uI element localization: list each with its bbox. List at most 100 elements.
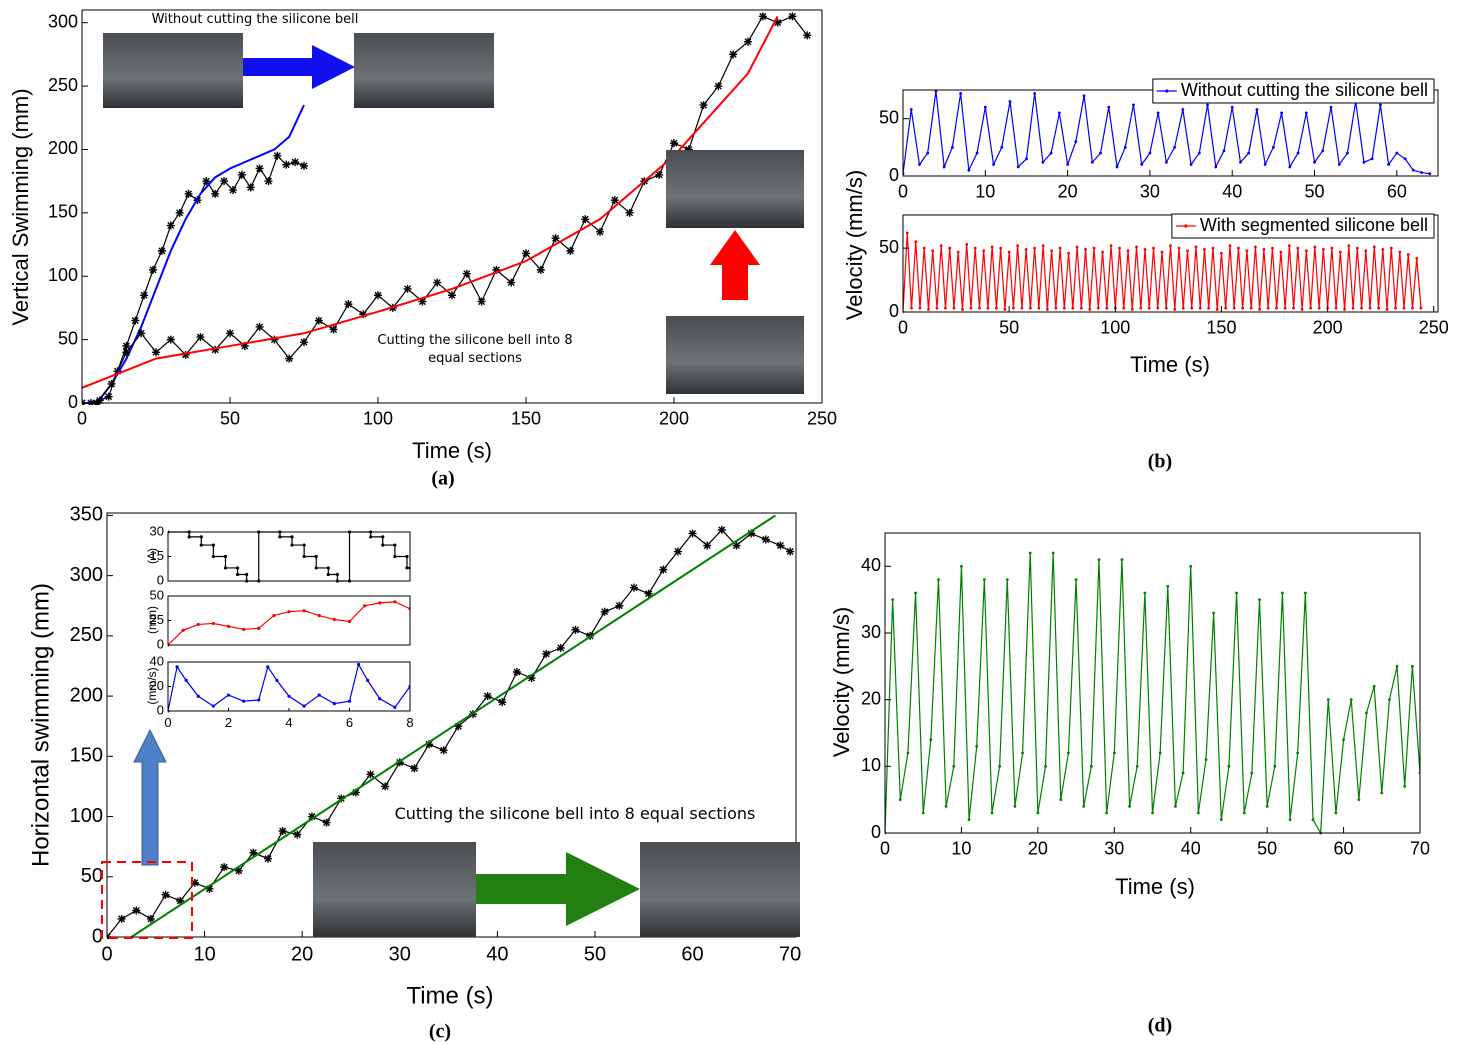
series-group — [107, 514, 795, 939]
dot-marker — [1190, 306, 1194, 310]
dot-marker — [1156, 111, 1160, 115]
x-tick-label: 70 — [1410, 838, 1430, 858]
star-marker — [220, 177, 229, 186]
dot-marker — [905, 231, 909, 235]
dot-marker — [1338, 250, 1342, 254]
dot-marker — [211, 543, 215, 547]
dot-marker — [1135, 764, 1139, 768]
dot-marker — [356, 662, 361, 667]
dot-marker — [1415, 256, 1419, 260]
dot-marker — [1387, 163, 1391, 166]
dot-marker — [1177, 246, 1181, 250]
star-marker — [803, 31, 812, 40]
dot-marker — [1097, 558, 1101, 562]
dot-marker — [1313, 245, 1317, 249]
star-marker — [264, 177, 273, 186]
dot-marker — [302, 543, 306, 547]
dot-marker — [1164, 160, 1168, 164]
y-axis-label: (A) — [145, 548, 159, 564]
dot-marker — [1007, 250, 1011, 254]
dot-marker — [1321, 248, 1325, 251]
dot-marker — [1403, 157, 1407, 161]
star-marker — [255, 164, 264, 173]
panel-caption: (c) — [429, 1021, 451, 1043]
dot-marker — [1033, 246, 1037, 250]
dot-marker — [1173, 145, 1177, 149]
y-tick-label: 300 — [48, 11, 78, 31]
y-tick-label: 10 — [861, 755, 881, 775]
plot: 0 50 100 150 200 250 0 50 Time (s) With segmented… — [879, 213, 1449, 377]
star-marker — [220, 863, 229, 872]
dot-marker — [910, 306, 913, 310]
dot-marker — [1283, 306, 1287, 310]
x-tick-label: 100 — [1100, 317, 1130, 337]
dot-marker — [290, 535, 294, 539]
dot-marker — [914, 591, 917, 595]
dot-marker — [918, 163, 921, 166]
star-marker — [122, 341, 131, 350]
star-marker — [747, 529, 756, 538]
series-line — [82, 15, 779, 389]
dot-marker — [1013, 804, 1017, 808]
star-marker — [104, 392, 113, 401]
dot-marker — [1123, 145, 1127, 149]
dot-marker — [1326, 698, 1330, 702]
x-tick-label: 30 — [1104, 838, 1124, 858]
dot-marker — [278, 535, 282, 539]
dot-marker — [1321, 149, 1325, 153]
star-marker — [202, 177, 211, 186]
dot-marker — [223, 554, 228, 559]
dot-marker — [1128, 804, 1131, 808]
star-marker — [448, 291, 456, 300]
dot-marker — [1378, 103, 1382, 107]
dot-marker — [1406, 253, 1410, 256]
dot-marker — [1279, 250, 1283, 254]
dot-marker — [347, 619, 352, 624]
dot-marker — [918, 306, 922, 310]
dot-marker — [1230, 105, 1234, 109]
photo — [666, 150, 804, 228]
star-marker — [249, 848, 258, 857]
star-marker — [211, 345, 220, 354]
dot-marker — [1120, 558, 1124, 562]
dot-marker — [245, 572, 249, 577]
dot-marker — [926, 151, 930, 155]
dot-marker — [1041, 160, 1045, 164]
x-axis-label: Time (s) — [406, 982, 493, 1009]
dot-marker — [290, 543, 294, 547]
dot-marker — [914, 240, 918, 244]
dot-marker — [266, 665, 270, 669]
dot-marker — [1271, 246, 1274, 250]
star-marker — [181, 350, 190, 359]
star-marker — [246, 183, 255, 192]
dot-marker — [960, 564, 963, 568]
dot-marker — [184, 678, 188, 682]
dot-marker — [1303, 591, 1307, 595]
x-tick-label: 10 — [193, 943, 215, 965]
dot-marker — [1181, 306, 1185, 310]
legend: With segmented silicone bell — [1171, 213, 1435, 239]
y-tick-label: 0 — [871, 822, 881, 842]
x-tick-label: 0 — [898, 317, 908, 337]
photos — [101, 33, 804, 939]
dot-marker — [332, 702, 336, 706]
star-marker — [670, 139, 678, 148]
dot-marker — [922, 246, 926, 250]
star-marker — [788, 12, 797, 21]
dot-marker — [1024, 248, 1028, 251]
dot-marker — [1135, 245, 1138, 249]
dot-marker — [1147, 306, 1151, 310]
dot-marker — [1372, 245, 1376, 249]
dot-marker — [1222, 149, 1226, 153]
dot-marker — [1051, 551, 1055, 555]
dot-marker — [1158, 751, 1162, 755]
y-tick-label: 250 — [70, 624, 103, 646]
dot-marker — [199, 543, 203, 547]
dot-marker — [1058, 246, 1062, 250]
dot-marker — [242, 699, 246, 703]
dot-marker — [226, 624, 231, 628]
dot-marker — [942, 165, 946, 169]
dot-marker — [982, 578, 986, 582]
dot-marker — [1143, 248, 1147, 251]
